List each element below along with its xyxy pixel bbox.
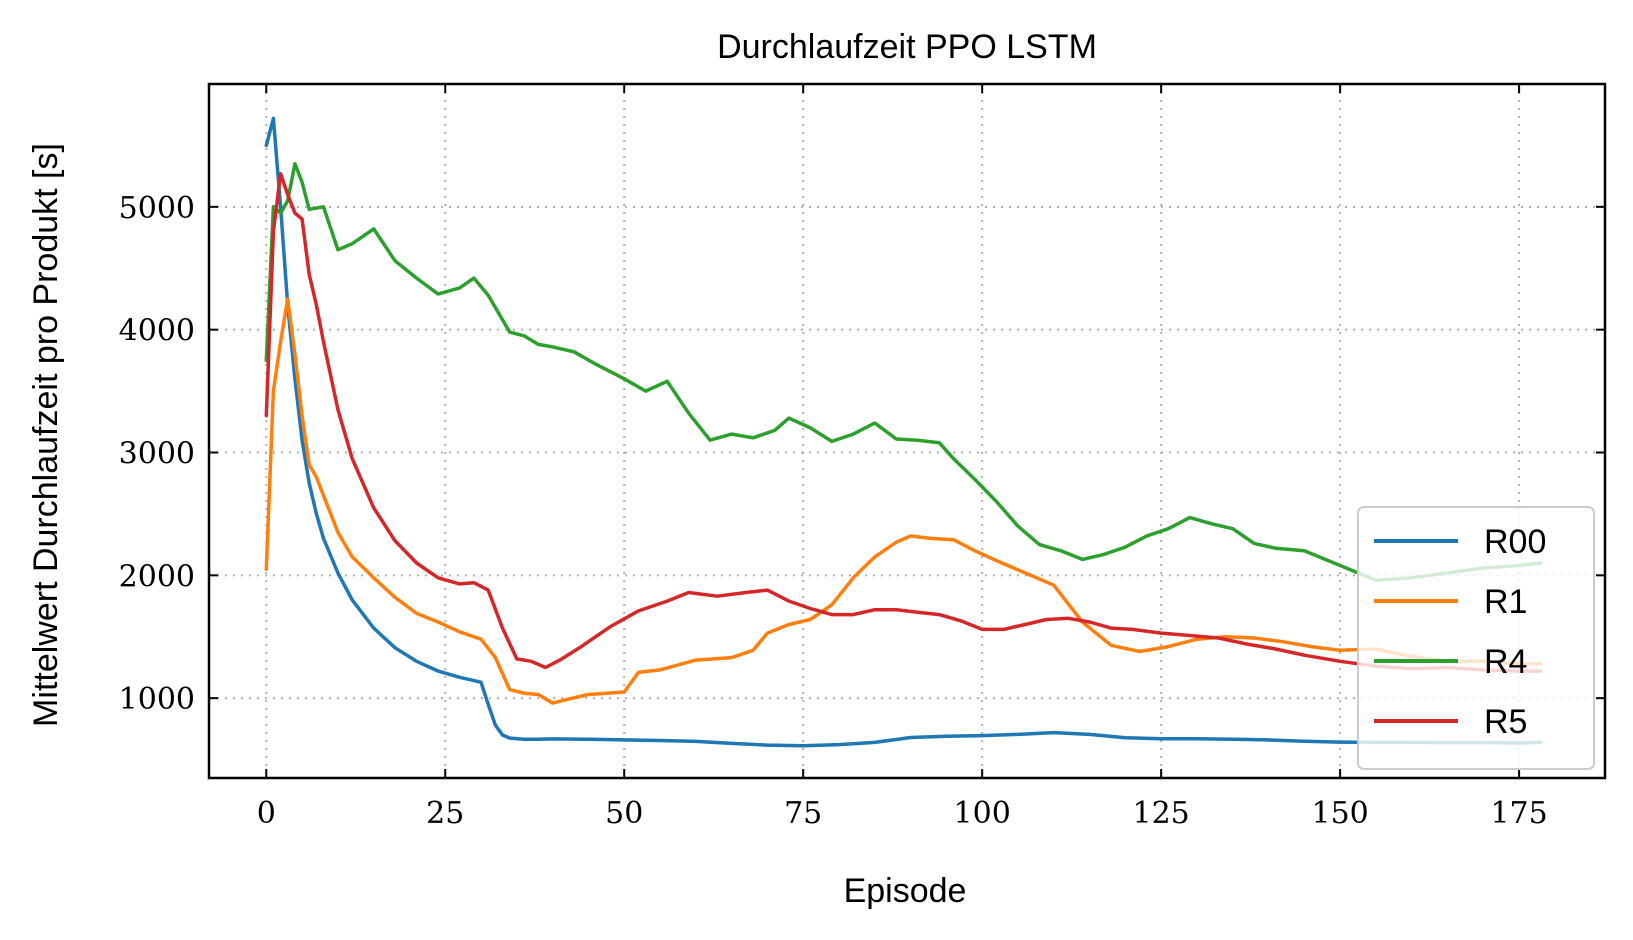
series-line-r1 [264, 297, 1543, 705]
grid-layer [209, 84, 1605, 778]
legend-label-r1: R1 [1484, 583, 1527, 621]
legend: R00 R1 R4 R5 [1357, 506, 1595, 770]
legend-label-r5: R5 [1484, 703, 1527, 741]
x-tick-label: 0 [257, 796, 276, 831]
series-line-r5 [264, 171, 1543, 673]
y-tick-label: 4000 [119, 314, 195, 349]
tick-layer: 0 25 50 75 100 125 150 175 1000 2000 3000 4000 5000 [119, 84, 1605, 831]
y-axis-label: Mittelwert Durchlaufzeit pro Produkt [s] [27, 143, 65, 727]
x-axis-label: Episode [844, 872, 967, 910]
legend-label-r4: R4 [1484, 643, 1527, 681]
x-tick-label: 75 [784, 796, 822, 831]
legend-label-r00: R00 [1484, 523, 1546, 561]
series-layer [264, 116, 1543, 748]
series-line-r00 [264, 116, 1543, 748]
series-line-r4 [264, 162, 1543, 582]
x-tick-label: 125 [1133, 796, 1190, 831]
x-tick-label: 150 [1311, 796, 1368, 831]
y-tick-label: 1000 [119, 682, 195, 717]
y-tick-label: 5000 [119, 191, 195, 226]
x-tick-label: 25 [426, 796, 464, 831]
y-tick-label: 3000 [119, 436, 195, 471]
legend-box [1357, 506, 1595, 770]
x-tick-label: 175 [1490, 796, 1547, 831]
x-tick-label: 50 [605, 796, 643, 831]
chart-title: Durchlaufzeit PPO LSTM [717, 28, 1097, 66]
y-tick-label: 2000 [119, 559, 195, 594]
x-tick-label: 100 [954, 796, 1011, 831]
plot-frame [207, 82, 1607, 780]
